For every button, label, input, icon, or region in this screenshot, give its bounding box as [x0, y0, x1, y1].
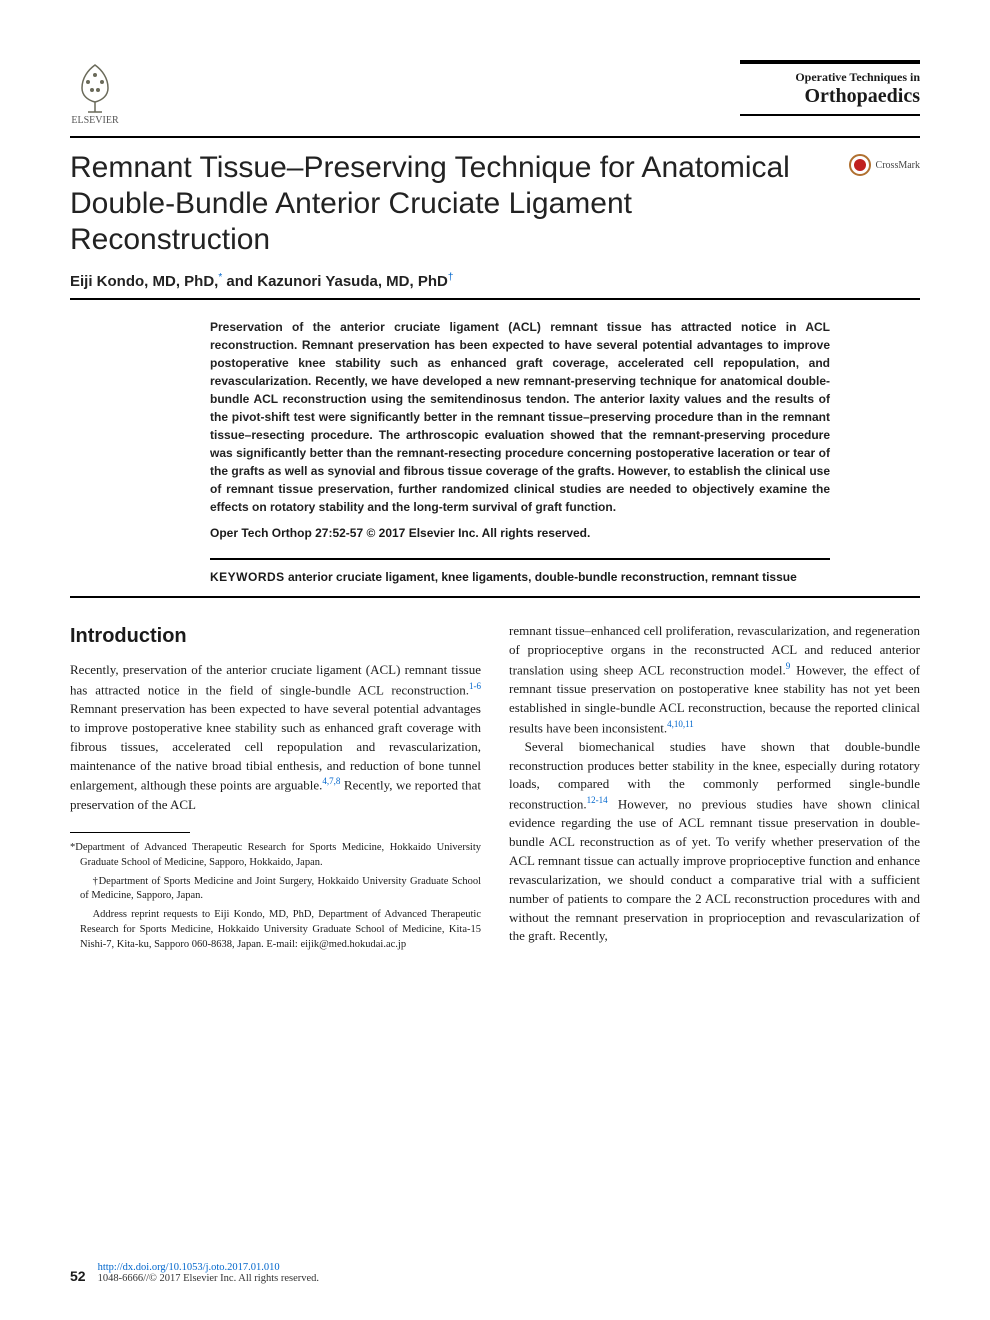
p2b: However, no previous studies have shown … [509, 797, 920, 944]
journal-subtitle: Operative Techniques in [740, 70, 920, 85]
abstract-citation: Oper Tech Orthop 27:52-57 © 2017 Elsevie… [210, 526, 830, 540]
crossmark-icon [849, 154, 871, 176]
crossmark-badge[interactable]: CrossMark [849, 154, 920, 176]
keywords-text: anterior cruciate ligament, knee ligamen… [285, 570, 797, 584]
header-row: ELSEVIER Operative Techniques in Orthopa… [70, 60, 920, 126]
section-rule [70, 596, 920, 598]
footer-meta: http://dx.doi.org/10.1053/j.oto.2017.01.… [98, 1262, 319, 1284]
article-title: Remnant Tissue–Preserving Technique for … [70, 150, 829, 258]
keywords-line: KEYWORDS anterior cruciate ligament, kne… [210, 570, 830, 584]
abstract-text: Preservation of the anterior cruciate li… [210, 318, 830, 516]
footnote-rule [70, 832, 190, 833]
column-right: remnant tissue–enhanced cell proliferati… [509, 622, 920, 956]
author-2: Kazunori Yasuda, MD, PhD [257, 273, 448, 290]
ref-1-6[interactable]: 1-6 [469, 681, 481, 691]
author-line: Eiji Kondo, MD, PhD,* and Kazunori Yasud… [70, 272, 920, 290]
column-left: Introduction Recently, preservation of t… [70, 622, 481, 956]
page-number: 52 [70, 1268, 86, 1284]
intro-para-1-left: Recently, preservation of the anterior c… [70, 661, 481, 814]
author-conj: and [222, 273, 257, 290]
intro-heading: Introduction [70, 622, 481, 651]
footnote-3: Address reprint requests to Eiji Kondo, … [70, 908, 481, 952]
ref-4-7-8[interactable]: 4,7,8 [322, 776, 340, 786]
elsevier-tree-icon [70, 60, 120, 115]
journal-rule [740, 114, 920, 116]
footnotes: *Department of Advanced Therapeutic Rese… [70, 841, 481, 952]
doi-link[interactable]: http://dx.doi.org/10.1053/j.oto.2017.01.… [98, 1262, 319, 1273]
intro-para-2: Several biomechanical studies have shown… [509, 738, 920, 947]
keywords-label: KEYWORDS [210, 570, 285, 584]
crossmark-label: CrossMark [876, 160, 920, 171]
footnote-2: †Department of Sports Medicine and Joint… [70, 875, 481, 904]
intro-para-1-right: remnant tissue–enhanced cell proliferati… [509, 622, 920, 738]
footnote-1: *Department of Advanced Therapeutic Rese… [70, 841, 481, 870]
page-footer: 52 http://dx.doi.org/10.1053/j.oto.2017.… [70, 1262, 920, 1284]
journal-title-block: Operative Techniques in Orthopaedics [740, 60, 920, 116]
publisher-name: ELSEVIER [71, 115, 118, 126]
p1a: Recently, preservation of the anterior c… [70, 662, 481, 697]
author-rule [70, 298, 920, 300]
journal-title: Orthopaedics [740, 85, 920, 108]
author-2-affil: † [448, 272, 454, 283]
body-columns: Introduction Recently, preservation of t… [70, 622, 920, 956]
keywords-rule [210, 558, 830, 560]
title-row: Remnant Tissue–Preserving Technique for … [70, 136, 920, 258]
publisher-logo: ELSEVIER [70, 60, 120, 126]
author-1: Eiji Kondo, MD, PhD, [70, 273, 218, 290]
copyright-line: 1048-6666//© 2017 Elsevier Inc. All righ… [98, 1273, 319, 1284]
ref-12-14[interactable]: 12-14 [587, 795, 608, 805]
ref-4-10-11[interactable]: 4,10,11 [667, 719, 694, 729]
